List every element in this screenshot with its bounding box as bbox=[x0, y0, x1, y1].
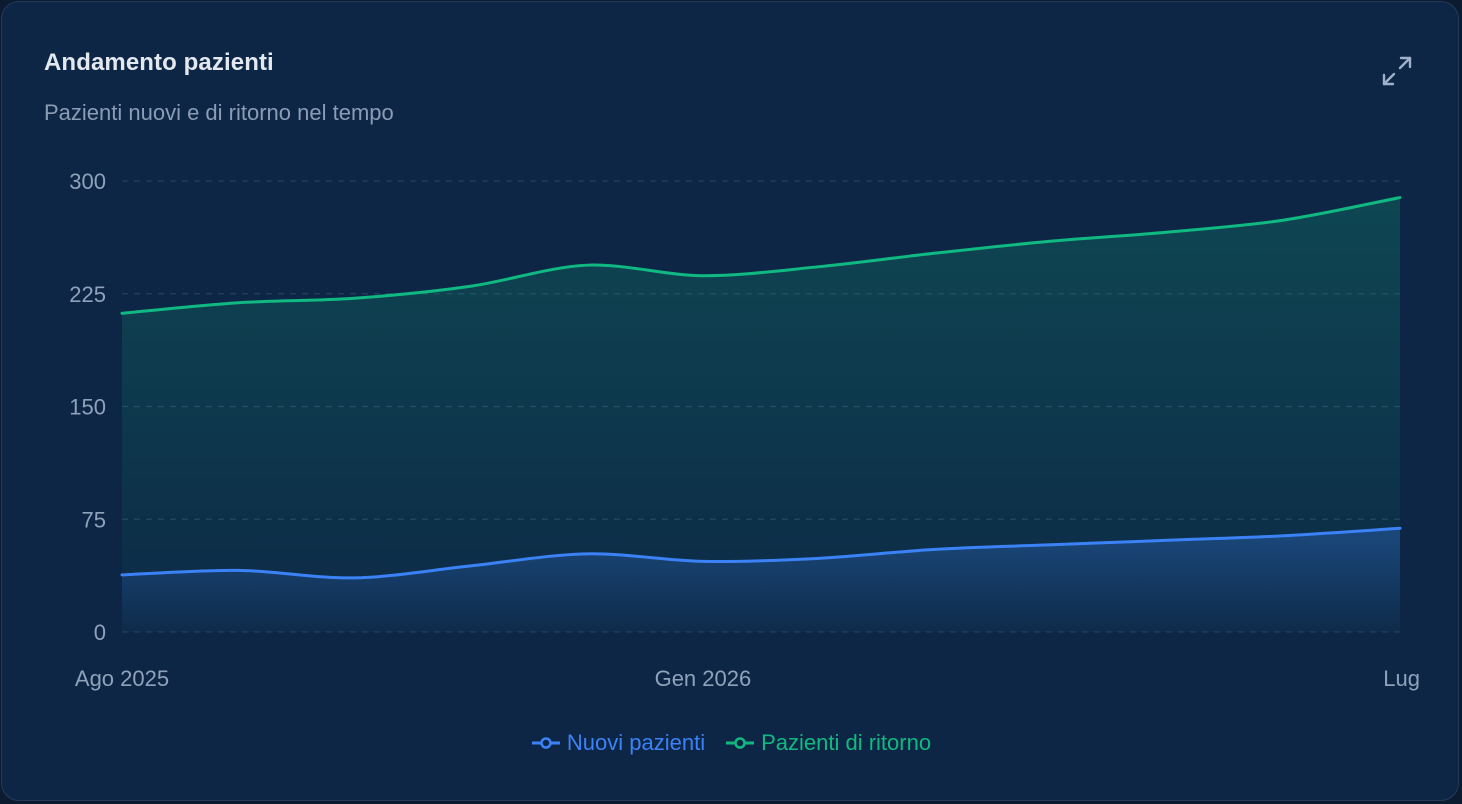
y-tick-label: 300 bbox=[69, 169, 106, 194]
series-area bbox=[122, 528, 1400, 632]
chart-subtitle: Pazienti nuovi e di ritorno nel tempo bbox=[44, 100, 394, 125]
series-line bbox=[120, 196, 1402, 315]
area-chart: 0 75 150 225 300 Ago 2025 Gen 2026 Lug bbox=[69, 169, 1420, 691]
x-tick-label: Lug bbox=[1383, 666, 1420, 691]
expand-icon bbox=[1382, 56, 1412, 86]
y-tick-label: 150 bbox=[69, 395, 106, 420]
series-line bbox=[120, 526, 1402, 580]
expand-button[interactable] bbox=[1380, 54, 1414, 88]
chart-legend: Nuovi pazienti Pazienti di ritorno bbox=[2, 730, 1458, 756]
line-marker-icon bbox=[531, 737, 560, 749]
line-marker-icon bbox=[726, 737, 755, 749]
legend-item-returning-patients[interactable]: Pazienti di ritorno bbox=[725, 730, 931, 756]
legend-label-returning-patients: Pazienti di ritorno bbox=[761, 730, 932, 755]
series-area bbox=[122, 197, 1400, 632]
legend-label-new-patients: Nuovi pazienti bbox=[566, 730, 706, 755]
y-tick-label: 225 bbox=[69, 282, 106, 307]
y-tick-label: 75 bbox=[82, 507, 106, 532]
legend-item-new-patients[interactable]: Nuovi pazienti bbox=[531, 730, 705, 756]
chart-title: Andamento pazienti bbox=[44, 49, 274, 76]
y-tick-label: 0 bbox=[94, 620, 106, 645]
x-tick-label: Gen 2026 bbox=[655, 666, 752, 691]
x-tick-label: Ago 2025 bbox=[75, 666, 169, 691]
